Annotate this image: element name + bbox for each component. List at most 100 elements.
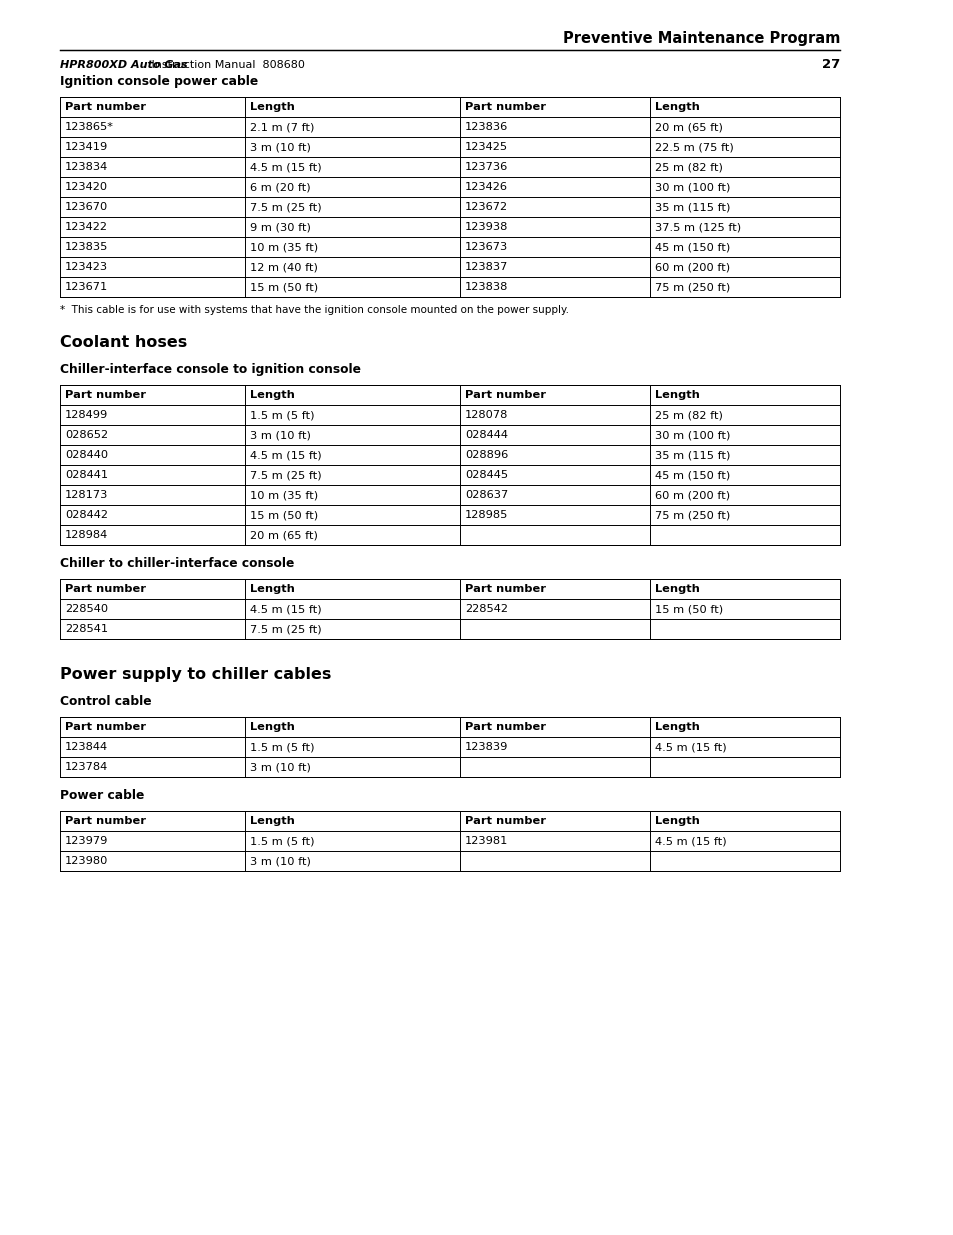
Text: 123670: 123670	[65, 203, 108, 212]
Text: Instruction Manual  808680: Instruction Manual 808680	[149, 61, 305, 70]
Text: 123673: 123673	[464, 242, 508, 252]
Text: 10 m (35 ft): 10 m (35 ft)	[250, 242, 317, 252]
Text: Length: Length	[655, 722, 700, 732]
Text: 028896: 028896	[464, 450, 508, 459]
Text: Chiller-interface console to ignition console: Chiller-interface console to ignition co…	[60, 363, 360, 375]
Text: 028637: 028637	[464, 490, 508, 500]
Text: 128173: 128173	[65, 490, 109, 500]
Text: Length: Length	[655, 103, 700, 112]
Text: 123423: 123423	[65, 262, 108, 272]
Text: 12 m (40 ft): 12 m (40 ft)	[250, 262, 317, 272]
Text: 35 m (115 ft): 35 m (115 ft)	[655, 203, 730, 212]
Text: 123981: 123981	[464, 836, 508, 846]
Text: 128499: 128499	[65, 410, 108, 420]
Text: 30 m (100 ft): 30 m (100 ft)	[655, 182, 730, 191]
Text: Part number: Part number	[464, 584, 545, 594]
Text: 3 m (10 ft): 3 m (10 ft)	[250, 762, 311, 772]
Text: 7.5 m (25 ft): 7.5 m (25 ft)	[250, 624, 321, 634]
Text: 128078: 128078	[464, 410, 508, 420]
Text: 228540: 228540	[65, 604, 108, 614]
Text: Part number: Part number	[65, 390, 146, 400]
Text: Length: Length	[250, 390, 294, 400]
Text: Length: Length	[250, 103, 294, 112]
Text: 1.5 m (5 ft): 1.5 m (5 ft)	[250, 742, 314, 752]
Text: 45 m (150 ft): 45 m (150 ft)	[655, 242, 729, 252]
Text: 123672: 123672	[464, 203, 508, 212]
Text: Length: Length	[655, 584, 700, 594]
Text: 123784: 123784	[65, 762, 108, 772]
Text: 123838: 123838	[464, 282, 508, 291]
Text: Length: Length	[250, 816, 294, 826]
Text: 228542: 228542	[464, 604, 507, 614]
Text: Part number: Part number	[65, 722, 146, 732]
Bar	[60, 385, 840, 545]
Text: Length: Length	[655, 816, 700, 826]
Text: Part number: Part number	[464, 816, 545, 826]
Text: *  This cable is for use with systems that have the ignition console mounted on : * This cable is for use with systems tha…	[60, 305, 568, 315]
Text: 028444: 028444	[464, 430, 507, 440]
Text: 4.5 m (15 ft): 4.5 m (15 ft)	[250, 162, 321, 172]
Text: 3 m (10 ft): 3 m (10 ft)	[250, 856, 311, 866]
Text: 9 m (30 ft): 9 m (30 ft)	[250, 222, 311, 232]
Text: 15 m (50 ft): 15 m (50 ft)	[655, 604, 722, 614]
Text: 123938: 123938	[464, 222, 508, 232]
Text: 028442: 028442	[65, 510, 108, 520]
Text: Chiller to chiller-interface console: Chiller to chiller-interface console	[60, 557, 294, 571]
Text: 123671: 123671	[65, 282, 108, 291]
Text: Control cable: Control cable	[60, 695, 152, 708]
Text: Power cable: Power cable	[60, 789, 144, 802]
Text: 128984: 128984	[65, 530, 108, 540]
Text: 75 m (250 ft): 75 m (250 ft)	[655, 510, 729, 520]
Text: 4.5 m (15 ft): 4.5 m (15 ft)	[655, 742, 726, 752]
Text: 25 m (82 ft): 25 m (82 ft)	[655, 410, 722, 420]
Text: 7.5 m (25 ft): 7.5 m (25 ft)	[250, 203, 321, 212]
Text: 123979: 123979	[65, 836, 109, 846]
Text: Preventive Maintenance Program: Preventive Maintenance Program	[562, 31, 840, 46]
Text: HPR800XD Auto Gas: HPR800XD Auto Gas	[60, 61, 188, 70]
Text: 123426: 123426	[464, 182, 507, 191]
Bar	[60, 98, 840, 296]
Text: 3 m (10 ft): 3 m (10 ft)	[250, 430, 311, 440]
Text: 7.5 m (25 ft): 7.5 m (25 ft)	[250, 471, 321, 480]
Text: 128985: 128985	[464, 510, 508, 520]
Text: 123980: 123980	[65, 856, 109, 866]
Text: 37.5 m (125 ft): 37.5 m (125 ft)	[655, 222, 740, 232]
Text: 028445: 028445	[464, 471, 508, 480]
Text: 15 m (50 ft): 15 m (50 ft)	[250, 510, 317, 520]
Text: 123835: 123835	[65, 242, 109, 252]
Text: 10 m (35 ft): 10 m (35 ft)	[250, 490, 317, 500]
Text: 3 m (10 ft): 3 m (10 ft)	[250, 142, 311, 152]
Text: 028440: 028440	[65, 450, 108, 459]
Text: 4.5 m (15 ft): 4.5 m (15 ft)	[655, 836, 726, 846]
Text: 228541: 228541	[65, 624, 108, 634]
Text: 1.5 m (5 ft): 1.5 m (5 ft)	[250, 410, 314, 420]
Text: Length: Length	[250, 584, 294, 594]
Text: 27: 27	[821, 58, 840, 72]
Text: 2.1 m (7 ft): 2.1 m (7 ft)	[250, 122, 314, 132]
Bar	[60, 579, 840, 638]
Text: 75 m (250 ft): 75 m (250 ft)	[655, 282, 729, 291]
Text: 4.5 m (15 ft): 4.5 m (15 ft)	[250, 450, 321, 459]
Text: 123420: 123420	[65, 182, 108, 191]
Text: 25 m (82 ft): 25 m (82 ft)	[655, 162, 722, 172]
Text: 60 m (200 ft): 60 m (200 ft)	[655, 490, 729, 500]
Text: Power supply to chiller cables: Power supply to chiller cables	[60, 667, 331, 682]
Text: Part number: Part number	[65, 103, 146, 112]
Text: 123837: 123837	[464, 262, 508, 272]
Text: 1.5 m (5 ft): 1.5 m (5 ft)	[250, 836, 314, 846]
Text: 20 m (65 ft): 20 m (65 ft)	[655, 122, 722, 132]
Text: Length: Length	[655, 390, 700, 400]
Text: 35 m (115 ft): 35 m (115 ft)	[655, 450, 730, 459]
Text: 60 m (200 ft): 60 m (200 ft)	[655, 262, 729, 272]
Text: 123839: 123839	[464, 742, 508, 752]
Text: 123419: 123419	[65, 142, 108, 152]
Text: 45 m (150 ft): 45 m (150 ft)	[655, 471, 729, 480]
Text: 123865*: 123865*	[65, 122, 113, 132]
Text: 123834: 123834	[65, 162, 108, 172]
Text: Part number: Part number	[464, 722, 545, 732]
Text: 028441: 028441	[65, 471, 108, 480]
Text: 028652: 028652	[65, 430, 108, 440]
Bar	[60, 718, 840, 777]
Text: 123422: 123422	[65, 222, 108, 232]
Text: Part number: Part number	[464, 103, 545, 112]
